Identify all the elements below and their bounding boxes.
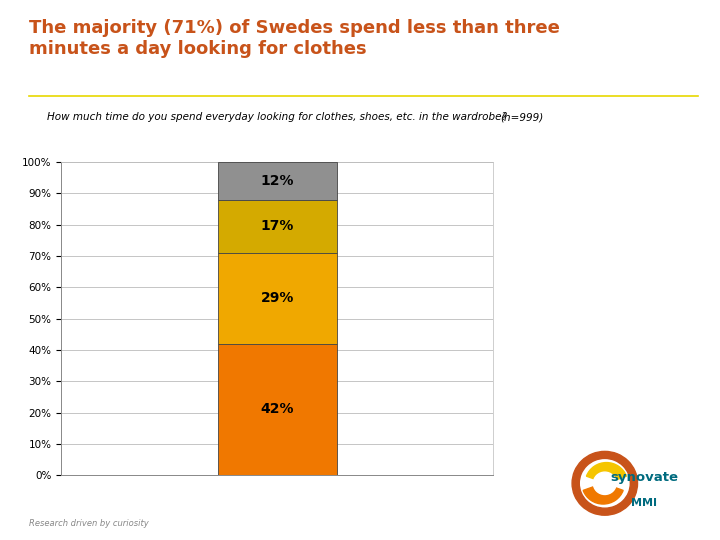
Bar [217, 253, 336, 343]
Wedge shape [587, 463, 626, 483]
Wedge shape [583, 483, 623, 504]
Bar [217, 343, 336, 475]
Text: (n=999): (n=999) [500, 112, 544, 123]
Text: synovate: synovate [611, 471, 678, 484]
Circle shape [593, 472, 616, 495]
Text: The majority (71%) of Swedes spend less than three
minutes a day looking for clo: The majority (71%) of Swedes spend less … [29, 19, 559, 58]
Text: 42%: 42% [261, 402, 294, 416]
Text: Research driven by curiosity: Research driven by curiosity [29, 519, 148, 528]
Bar [217, 162, 336, 200]
Wedge shape [572, 451, 637, 515]
Text: 17%: 17% [261, 219, 294, 233]
Text: How much time do you spend everyday looking for clothes, shoes, etc. in the ward: How much time do you spend everyday look… [47, 112, 507, 123]
Text: 29%: 29% [261, 291, 294, 305]
Text: MMI: MMI [631, 498, 657, 508]
Bar [217, 200, 336, 253]
Text: 12%: 12% [261, 174, 294, 188]
